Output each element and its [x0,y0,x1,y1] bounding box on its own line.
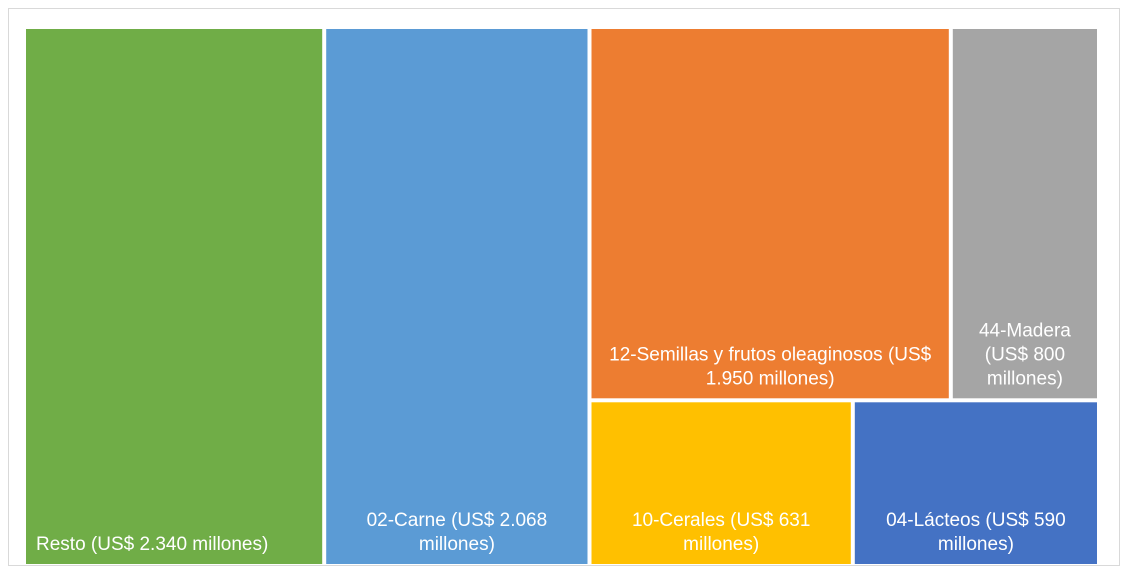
treemap-tile-cereales: 10-Cerales (US$ 631 millones) [591,402,851,564]
tile-label-carne-line-2: millones) [419,534,495,555]
treemap-tile-lacteos: 04-Lácteos (US$ 590 millones) [854,402,1097,564]
tile-rect-cereales [591,402,851,564]
tile-label-madera-line-2: (US$ 800 [985,344,1065,365]
tile-rect-lacteos [854,402,1097,564]
tile-label-resto-line-1: Resto (US$ 2.340 millones) [36,534,268,555]
treemap-tile-semillas: 12-Semillas y frutos oleaginosos (US$ 1.9… [591,29,949,399]
tile-label-lacteos-line-1: 04-Lácteos (US$ 590 [886,510,1066,531]
tile-label-madera-line-3: millones) [987,368,1063,389]
tile-rect-semillas [591,29,949,399]
tile-label-cereales-line-2: millones) [683,534,759,555]
tile-rect-madera [952,29,1097,399]
tile-label-madera-line-1: 44-Madera [979,320,1071,341]
tile-label-semillas-line-1: 12-Semillas y frutos oleaginosos (US$ [609,344,932,365]
treemap-tile-carne: 02-Carne (US$ 2.068 millones) [326,29,588,564]
tile-label-carne-line-1: 02-Carne (US$ 2.068 [367,510,548,531]
tile-rect-carne [326,29,588,564]
treemap-tile-madera: 44-Madera (US$ 800 millones) [952,29,1097,399]
treemap-tile-resto: Resto (US$ 2.340 millones) [26,29,323,564]
tile-label-cereales-line-1: 10-Cerales (US$ 631 [632,510,810,531]
tile-label-semillas-line-2: 1.950 millones) [706,368,835,389]
tile-rect-resto [26,29,323,564]
tile-label-lacteos-line-2: millones) [938,534,1014,555]
